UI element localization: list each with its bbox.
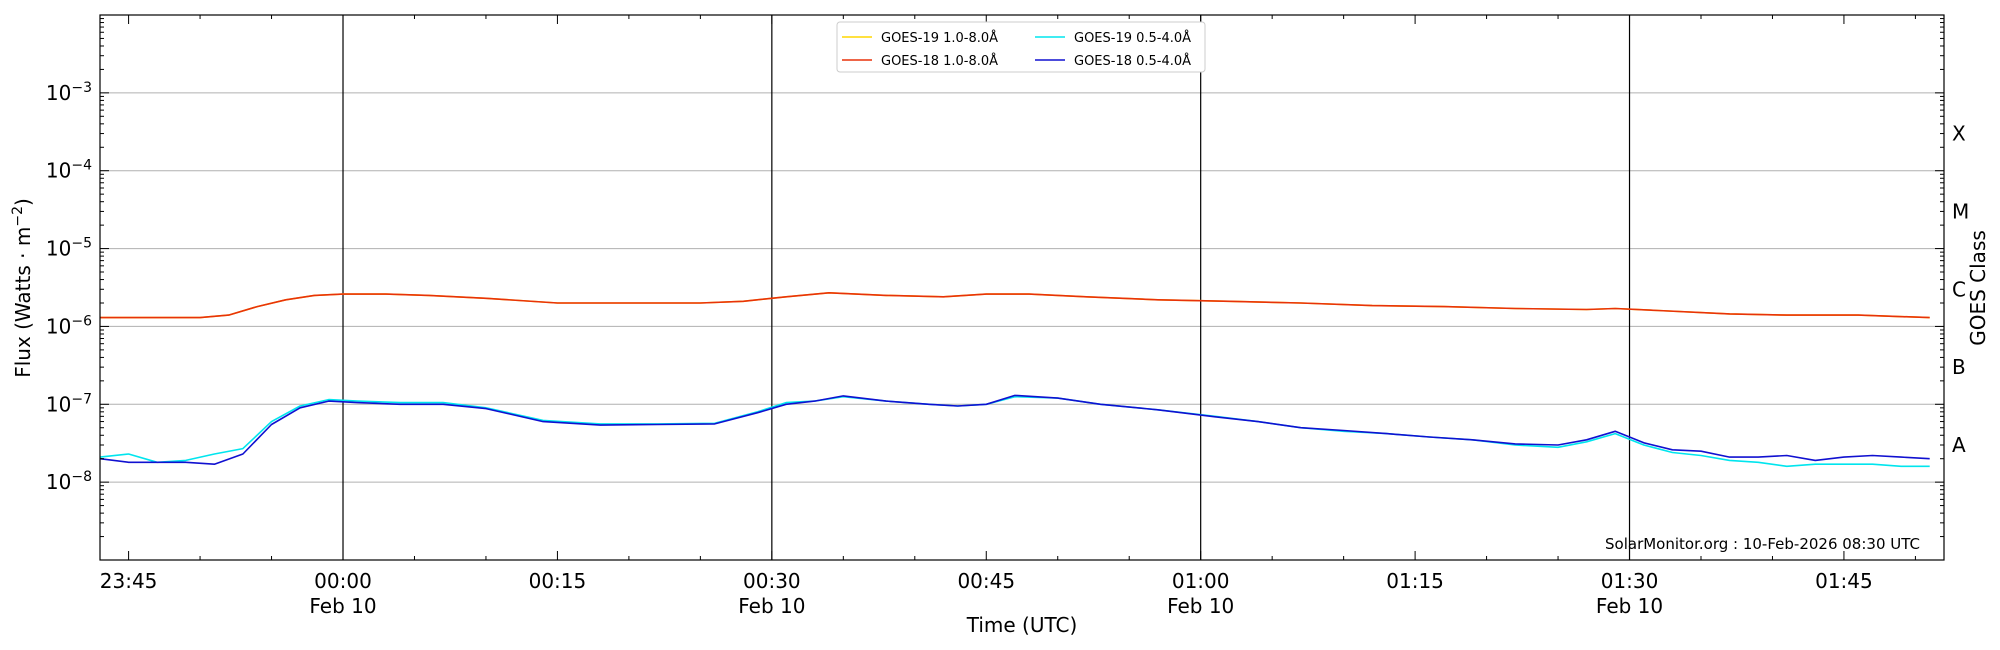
legend-label-goes18-short: GOES-18 0.5-4.0Å <box>1074 53 1191 69</box>
y-tick-label: 10−3 <box>46 80 92 105</box>
x-tick-label: 00:45 <box>957 569 1015 593</box>
goes-class-label: M <box>1952 199 1969 223</box>
goes-class-label: C <box>1952 277 1966 301</box>
goes-class-label: B <box>1952 355 1966 379</box>
legend-box <box>836 21 1206 73</box>
x-tick-date-label: Feb 10 <box>1167 594 1234 618</box>
series-lines <box>99 291 1930 468</box>
legend-label-goes18-long: GOES-18 1.0-8.0Å <box>881 53 998 69</box>
x-tick-label: 00:00 <box>314 569 372 593</box>
series-line-1 <box>100 291 1930 319</box>
series-line-3 <box>99 394 1930 466</box>
y-tick-label: 10−5 <box>46 236 92 261</box>
y-tick-label: 10−6 <box>46 313 92 338</box>
x-tick-label: 01:45 <box>1815 569 1873 593</box>
x-tick-label: 00:30 <box>743 569 801 593</box>
series-line-2 <box>99 395 1930 468</box>
plot-frame <box>99 14 1945 561</box>
credit-text: SolarMonitor.org : 10-Feb-2026 08:30 UTC <box>1605 535 1920 553</box>
y-axis-ticks: 10−8 10−7 10−6 10−5 10−4 10−3 <box>46 18 1944 561</box>
x-tick-date-label: Feb 10 <box>309 594 376 618</box>
series-line-0 <box>100 291 1930 319</box>
goes-class-axis-title: GOES Class <box>1966 230 1990 346</box>
x-tick-label: 00:15 <box>529 569 587 593</box>
x-tick-label: 01:15 <box>1386 569 1444 593</box>
goes-class-labels: A B C M X <box>1952 122 1969 457</box>
x-tick-date-label: Feb 10 <box>738 594 805 618</box>
x-tick-label: 01:00 <box>1172 569 1230 593</box>
x-tick-label: 01:30 <box>1601 569 1659 593</box>
x-tick-label: 23:45 <box>100 569 158 593</box>
y-tick-label: 10−4 <box>46 158 92 183</box>
legend-label-goes19-long: GOES-19 1.0-8.0Å <box>881 30 998 46</box>
y-tick-label: 10−7 <box>46 391 92 416</box>
x-tick-date-label: Feb 10 <box>1596 594 1663 618</box>
y-tick-label: 10−8 <box>46 469 92 494</box>
x-axis-title: Time (UTC) <box>966 613 1078 637</box>
goes-class-label: X <box>1952 122 1966 146</box>
gridlines <box>100 92 1944 483</box>
legend: GOES-19 1.0-8.0Å GOES-18 1.0-8.0Å GOES-1… <box>836 21 1206 73</box>
legend-label-goes19-short: GOES-19 0.5-4.0Å <box>1074 30 1191 46</box>
goes-class-label: A <box>1952 433 1966 457</box>
y-axis-title: Flux (Watts · m−2) <box>10 198 35 378</box>
day-boundary-lines <box>342 15 1631 560</box>
